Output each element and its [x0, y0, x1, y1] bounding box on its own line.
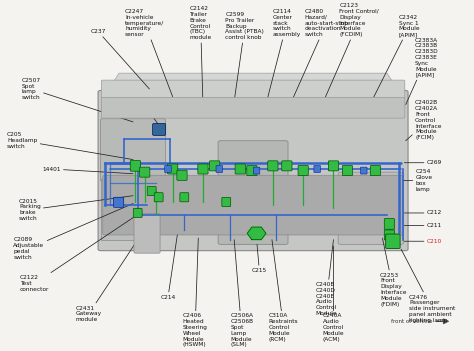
Text: C2123
Front Control/
Display
Interface
Module
(FCDIM): C2123 Front Control/ Display Interface M… — [324, 3, 379, 100]
Text: C219: C219 — [137, 103, 161, 128]
Text: C2122
Test
connector: C2122 Test connector — [20, 216, 136, 292]
Text: C2247
In-vehicle
temperature/
humidity
sensor: C2247 In-vehicle temperature/ humidity s… — [125, 9, 173, 97]
FancyBboxPatch shape — [154, 193, 163, 202]
Text: C211: C211 — [404, 223, 442, 228]
FancyBboxPatch shape — [384, 219, 394, 229]
FancyBboxPatch shape — [177, 170, 187, 180]
Text: C240B
C240D
C240E
Audio
Control
Module: C240B C240D C240E Audio Control Module — [316, 240, 337, 316]
FancyBboxPatch shape — [153, 124, 166, 135]
Text: C240A
Audio
Control
Module
(ACM): C240A Audio Control Module (ACM) — [323, 246, 344, 342]
FancyBboxPatch shape — [268, 161, 278, 171]
Text: C2599
Pro Trailer
Backup
Assist (PTBA)
control knob: C2599 Pro Trailer Backup Assist (PTBA) c… — [226, 12, 264, 108]
FancyBboxPatch shape — [342, 166, 353, 176]
Text: C2089
Adjustable
pedal
switch: C2089 Adjustable pedal switch — [13, 204, 133, 260]
FancyBboxPatch shape — [98, 91, 408, 251]
Text: C237: C237 — [91, 29, 149, 89]
Text: C2431
Gateway
module: C2431 Gateway module — [76, 226, 147, 322]
FancyBboxPatch shape — [134, 214, 160, 253]
Text: C2476
Passenger
side instrument
panel ambient
lighting lamp: C2476 Passenger side instrument panel am… — [401, 249, 455, 323]
Text: C210: C210 — [404, 239, 442, 244]
Text: front of vehicle: front of vehicle — [391, 319, 432, 324]
Text: C2506A
C2506B
Spot
Lamp
Module
(SLM): C2506A C2506B Spot Lamp Module (SLM) — [230, 240, 253, 347]
FancyBboxPatch shape — [180, 193, 189, 202]
FancyBboxPatch shape — [235, 164, 246, 174]
FancyBboxPatch shape — [253, 167, 260, 174]
FancyBboxPatch shape — [103, 175, 403, 235]
Text: C212: C212 — [404, 211, 442, 216]
Text: C2507
Spot
lamp
switch: C2507 Spot lamp switch — [22, 78, 133, 122]
FancyBboxPatch shape — [282, 161, 292, 171]
Text: C2480
Hazard/
auto-start-stop
deactivation
switch: C2480 Hazard/ auto-start-stop deactivati… — [292, 9, 348, 101]
FancyBboxPatch shape — [216, 166, 222, 172]
Text: C2114
Center
stack
switch
assembly: C2114 Center stack switch assembly — [266, 9, 301, 105]
FancyBboxPatch shape — [361, 167, 367, 174]
FancyBboxPatch shape — [222, 197, 231, 206]
Text: C214: C214 — [160, 235, 177, 300]
FancyBboxPatch shape — [218, 141, 288, 244]
Text: C269: C269 — [404, 160, 442, 165]
Text: C2402B
C2402A
Front
Control
Interface
Module
(FCIM): C2402B C2402A Front Control Interface Mo… — [406, 100, 442, 141]
FancyBboxPatch shape — [167, 164, 178, 174]
FancyBboxPatch shape — [314, 166, 320, 172]
FancyBboxPatch shape — [100, 119, 166, 181]
Text: C310A
Restraints
Control
Module
(RCM): C310A Restraints Control Module (RCM) — [269, 240, 299, 342]
Text: C254
Glove
box
lamp: C254 Glove box lamp — [402, 170, 433, 192]
Polygon shape — [247, 227, 266, 240]
FancyBboxPatch shape — [386, 234, 400, 249]
FancyBboxPatch shape — [338, 172, 403, 244]
FancyBboxPatch shape — [298, 166, 308, 176]
FancyBboxPatch shape — [370, 166, 381, 176]
FancyBboxPatch shape — [130, 160, 140, 171]
Text: C2142
Trailer
Brake
Control
(TBC)
module: C2142 Trailer Brake Control (TBC) module — [190, 6, 212, 105]
Text: C2406
Heated
Steering
Wheel
Module
(HSWM): C2406 Heated Steering Wheel Module (HSWM… — [182, 238, 208, 347]
FancyBboxPatch shape — [101, 80, 405, 99]
Text: C205
Headlamp
switch: C205 Headlamp switch — [7, 132, 133, 160]
FancyBboxPatch shape — [165, 166, 171, 172]
FancyBboxPatch shape — [328, 161, 338, 171]
FancyBboxPatch shape — [384, 230, 394, 240]
FancyBboxPatch shape — [101, 179, 137, 240]
Text: C2015
Parking
brake
switch: C2015 Parking brake switch — [19, 196, 133, 221]
FancyBboxPatch shape — [198, 164, 208, 174]
FancyBboxPatch shape — [247, 166, 257, 176]
Text: C2342
Sync 1
Module
[APIM]: C2342 Sync 1 Module [APIM] — [373, 15, 420, 98]
FancyBboxPatch shape — [210, 161, 220, 171]
Text: C2383A
C2383B
C2383D
C2383E
Sync
Module
[APIM]: C2383A C2383B C2383D C2383E Sync Module … — [406, 38, 438, 105]
Text: C215: C215 — [252, 244, 267, 273]
Polygon shape — [105, 73, 401, 95]
FancyBboxPatch shape — [101, 97, 405, 118]
FancyBboxPatch shape — [147, 186, 156, 196]
FancyBboxPatch shape — [133, 208, 142, 218]
Text: C2253
Front
Display
Interface
Module
(FDIM): C2253 Front Display Interface Module (FD… — [380, 238, 407, 307]
Text: 14401: 14401 — [42, 166, 133, 174]
FancyBboxPatch shape — [113, 197, 124, 207]
FancyBboxPatch shape — [139, 167, 150, 177]
